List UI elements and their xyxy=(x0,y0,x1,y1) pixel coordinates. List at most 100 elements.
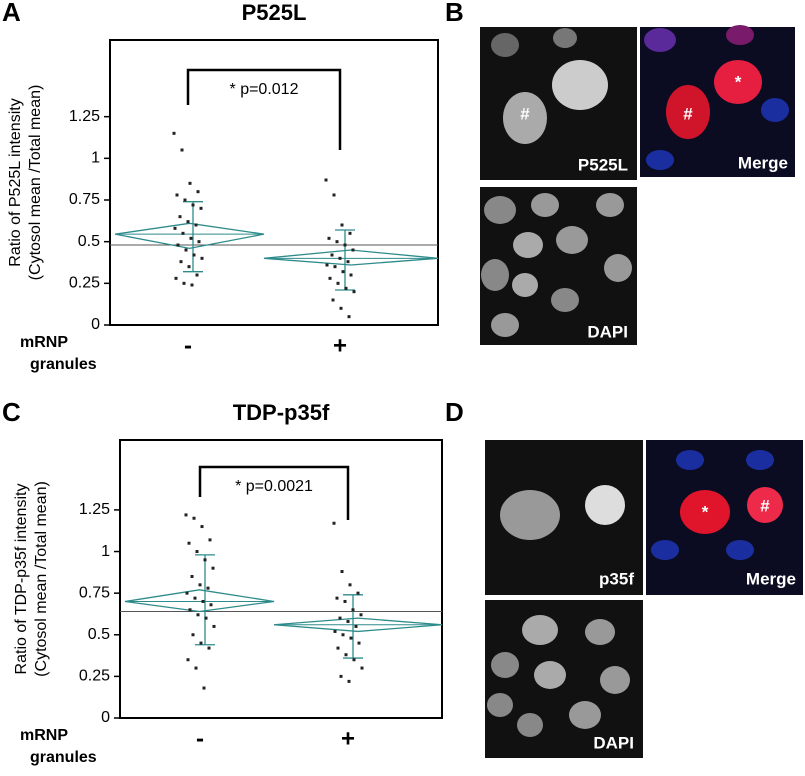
data-point xyxy=(188,608,192,612)
data-point xyxy=(207,646,211,650)
x-tick-label: + xyxy=(333,332,347,359)
image-marker: # xyxy=(520,104,530,123)
image-label: Merge xyxy=(738,153,788,172)
data-point xyxy=(178,215,182,219)
data-point xyxy=(187,541,191,545)
x-axis-label: mRNP xyxy=(20,727,68,744)
data-point xyxy=(184,248,188,252)
data-point xyxy=(347,315,351,319)
plot-frame xyxy=(119,439,443,719)
data-point xyxy=(193,596,197,600)
data-point xyxy=(186,658,190,662)
data-point xyxy=(332,521,336,525)
data-point xyxy=(327,236,331,240)
data-point xyxy=(344,653,348,657)
data-point xyxy=(182,281,186,285)
data-point xyxy=(359,613,363,617)
data-point xyxy=(351,248,355,252)
data-point xyxy=(180,148,184,152)
data-point xyxy=(198,583,202,587)
error-bar xyxy=(335,229,355,291)
y-axis-label: (Cytosol mean /Total mean) xyxy=(33,481,50,677)
chart-title: P525L xyxy=(242,0,307,25)
y-tick-label: 1.25 xyxy=(69,108,100,125)
data-point xyxy=(356,591,360,595)
micrograph: Merge # * xyxy=(640,25,795,177)
data-point xyxy=(204,616,208,620)
y-tick-label: 0.25 xyxy=(69,275,100,292)
data-point xyxy=(186,220,190,224)
y-axis-label: Ratio of TDP-p35f intensity xyxy=(13,484,30,675)
annotation: * p=0.0021 xyxy=(235,478,313,495)
data-point xyxy=(196,190,200,194)
y-tick-label: 1 xyxy=(101,543,110,560)
data-point xyxy=(184,513,188,517)
data-point xyxy=(173,226,177,230)
data-point xyxy=(212,624,216,628)
y-tick-label: 1 xyxy=(91,150,100,167)
data-point xyxy=(190,575,194,579)
x-axis-label: granules xyxy=(30,356,97,373)
data-point xyxy=(192,516,196,520)
plot-frame xyxy=(109,39,439,326)
micrograph: P525L # xyxy=(480,27,637,180)
image-marker: * xyxy=(735,72,742,91)
data-point xyxy=(340,570,344,574)
data-point xyxy=(185,591,189,595)
micrograph: DAPI xyxy=(480,187,637,345)
data-point xyxy=(201,599,205,603)
y-tick-label: 0 xyxy=(101,709,110,726)
data-point xyxy=(206,586,210,590)
error-bar xyxy=(195,554,215,646)
x-tick-label: - xyxy=(184,332,192,359)
data-point xyxy=(188,181,192,185)
x-axis-label: granules xyxy=(30,749,97,766)
data-point xyxy=(197,240,201,244)
image-label: p35f xyxy=(599,569,634,588)
x-tick-label: + xyxy=(341,725,355,752)
y-tick-label: 0.5 xyxy=(88,626,110,643)
image-marker: # xyxy=(683,104,693,123)
data-point xyxy=(335,240,339,244)
data-point xyxy=(196,613,200,617)
data-point xyxy=(332,193,336,197)
data-point xyxy=(340,223,344,227)
data-point xyxy=(328,276,332,280)
image-label: DAPI xyxy=(587,322,628,341)
data-point xyxy=(339,674,343,678)
data-point xyxy=(333,265,337,269)
data-point xyxy=(195,273,199,277)
data-point xyxy=(190,283,194,287)
data-point xyxy=(360,666,364,670)
image-label: P525L xyxy=(578,155,628,174)
data-point xyxy=(325,263,329,267)
data-point xyxy=(194,223,198,227)
mean-diamond xyxy=(124,589,275,613)
data-point xyxy=(349,636,353,640)
data-point xyxy=(336,646,340,650)
y-tick-label: 0.5 xyxy=(78,233,100,250)
micrograph: DAPI xyxy=(485,600,643,758)
data-point xyxy=(179,260,183,264)
y-axis-label: Ratio of P525L intensity xyxy=(7,98,24,266)
data-point xyxy=(176,243,180,247)
data-point xyxy=(172,131,176,135)
annotation: * p=0.012 xyxy=(230,81,299,98)
data-point xyxy=(343,599,347,603)
data-point xyxy=(331,298,335,302)
data-point xyxy=(181,231,185,235)
y-tick-label: 0 xyxy=(91,316,100,333)
data-point xyxy=(200,525,204,529)
data-point xyxy=(211,566,215,570)
data-point xyxy=(336,281,340,285)
data-point xyxy=(200,256,204,260)
data-point xyxy=(351,608,355,612)
x-tick-label: - xyxy=(196,725,204,752)
data-point xyxy=(347,679,351,683)
data-point xyxy=(330,253,334,257)
data-point xyxy=(333,629,337,633)
data-point xyxy=(199,641,203,645)
micrograph: p35f xyxy=(485,440,643,595)
data-point xyxy=(195,550,199,554)
